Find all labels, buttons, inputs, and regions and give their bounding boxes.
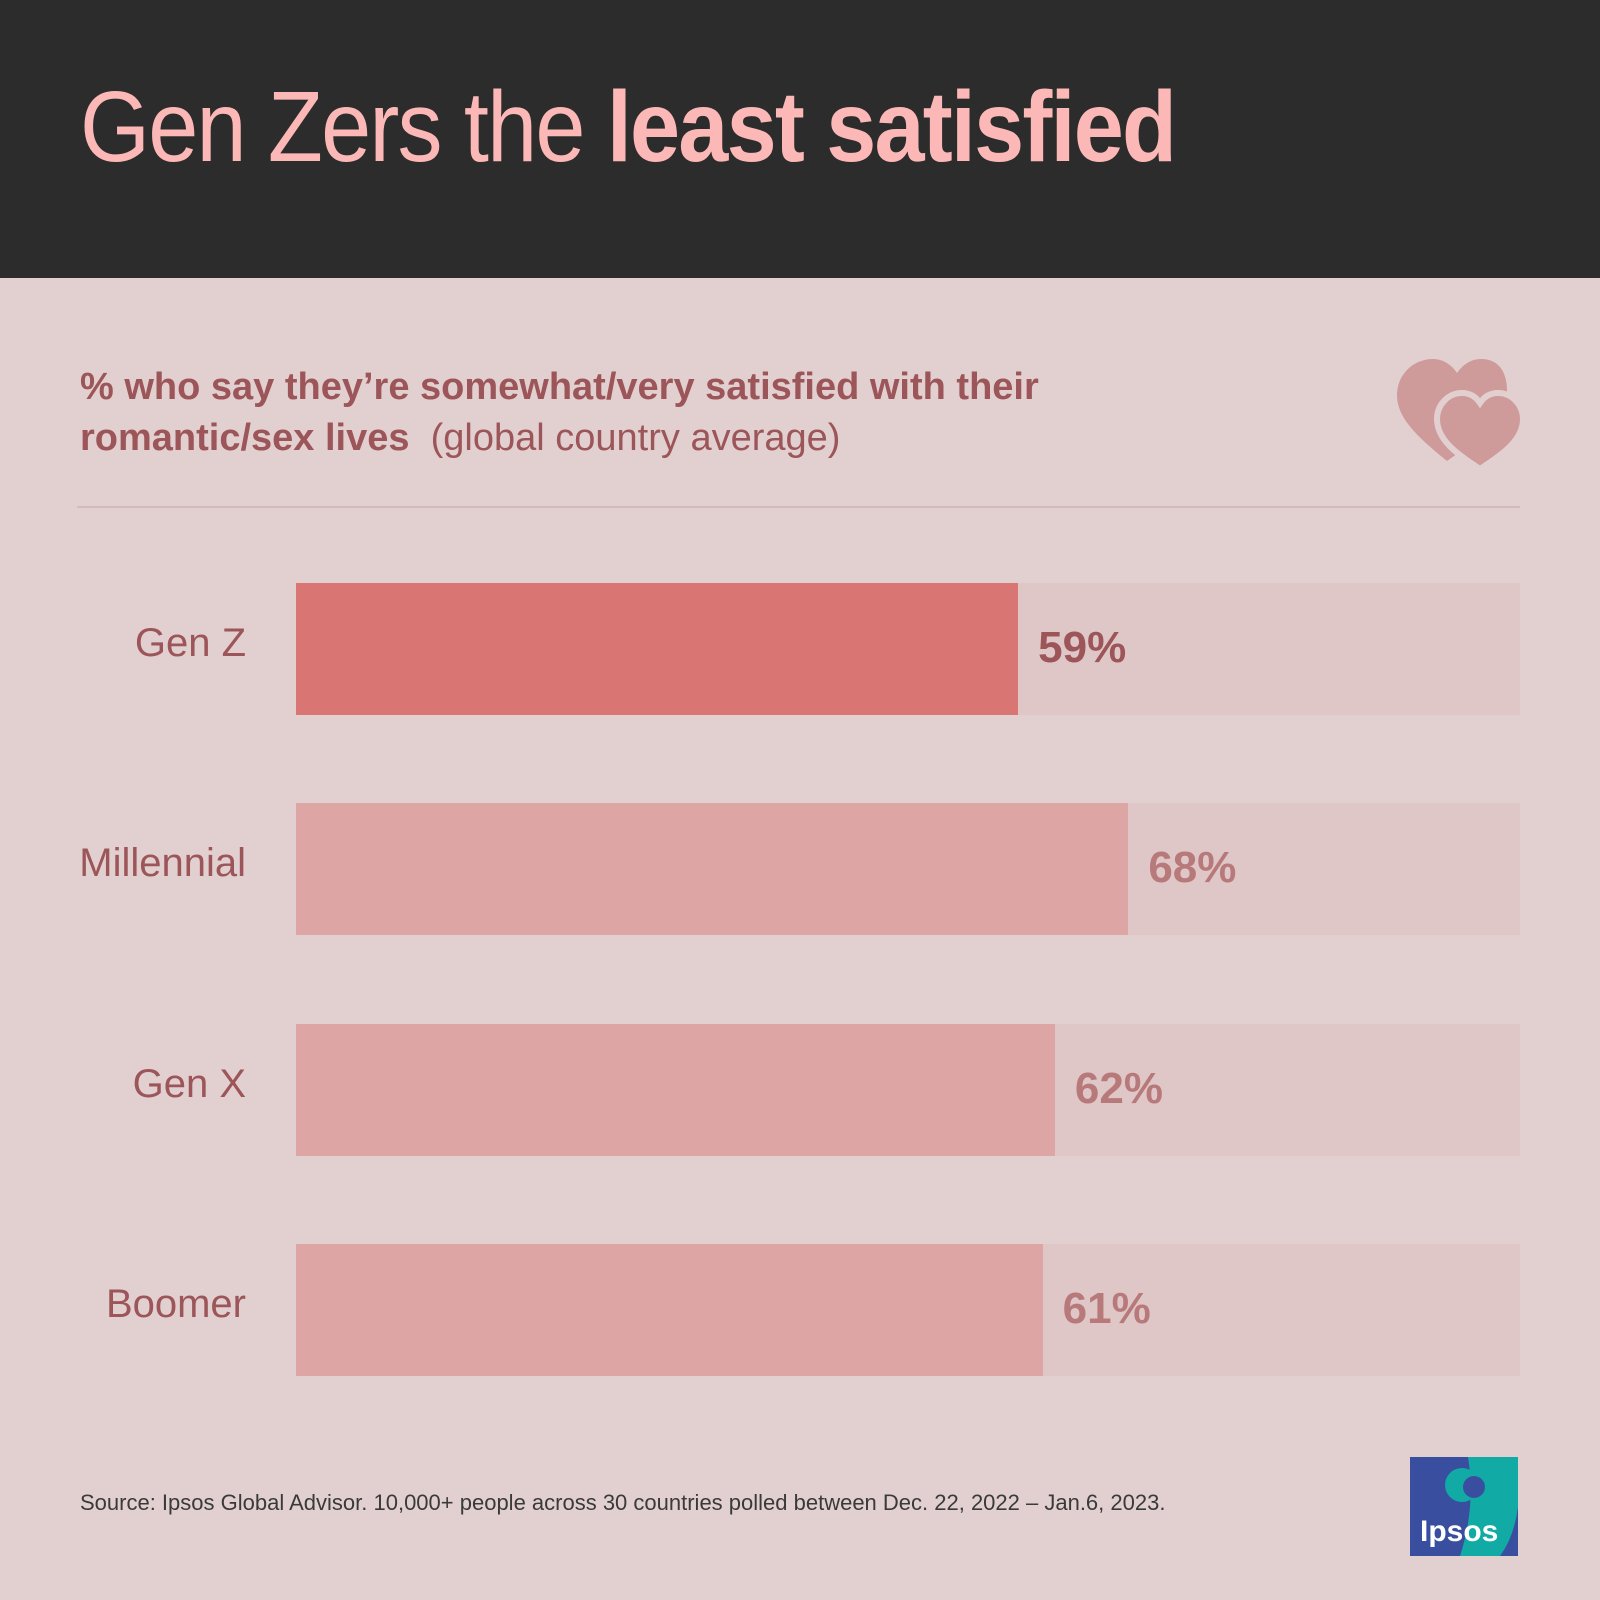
bar xyxy=(296,1024,1055,1156)
category-label: Millennial xyxy=(79,841,246,885)
bar xyxy=(296,803,1129,935)
category-label: Gen Z xyxy=(134,621,246,665)
value-label: 61% xyxy=(1062,1284,1151,1333)
divider xyxy=(77,506,1520,508)
bar xyxy=(296,583,1019,715)
subtitle-bold: % who say they’re somewhat/very satisfie… xyxy=(80,366,1039,459)
bar-row: Gen X 62% xyxy=(0,1024,1600,1156)
bar xyxy=(296,1244,1043,1376)
page-title: Gen Zers the least satisfied xyxy=(80,70,1177,185)
value-label: 59% xyxy=(1038,623,1127,672)
title-regular: Gen Zers the xyxy=(80,71,607,183)
header-banner: Gen Zers the least satisfied xyxy=(0,0,1600,278)
source-note: Source: Ipsos Global Advisor. 10,000+ pe… xyxy=(80,1490,1166,1515)
bar-track: 68% xyxy=(296,803,1520,935)
ipsos-logo: Ipsos xyxy=(1410,1457,1518,1556)
chart-subtitle: % who say they’re somewhat/very satisfie… xyxy=(80,362,1230,464)
bar-row: Gen Z 59% xyxy=(0,583,1600,715)
category-label: Gen X xyxy=(132,1062,246,1106)
value-label: 62% xyxy=(1074,1064,1163,1113)
bar-row: Boomer 61% xyxy=(0,1244,1600,1376)
hearts-icon xyxy=(1397,359,1520,470)
bar-track: 62% xyxy=(296,1024,1520,1156)
svg-text:Ipsos: Ipsos xyxy=(1420,1515,1498,1548)
subtitle-regular: (global country average) xyxy=(430,417,841,459)
title-bold: least satisfied xyxy=(606,71,1177,183)
category-label: Boomer xyxy=(105,1282,246,1326)
value-label: 68% xyxy=(1148,843,1237,892)
bar-track: 59% xyxy=(296,583,1520,715)
bar-row: Millennial 68% xyxy=(0,803,1600,935)
bar-track: 61% xyxy=(296,1244,1520,1376)
